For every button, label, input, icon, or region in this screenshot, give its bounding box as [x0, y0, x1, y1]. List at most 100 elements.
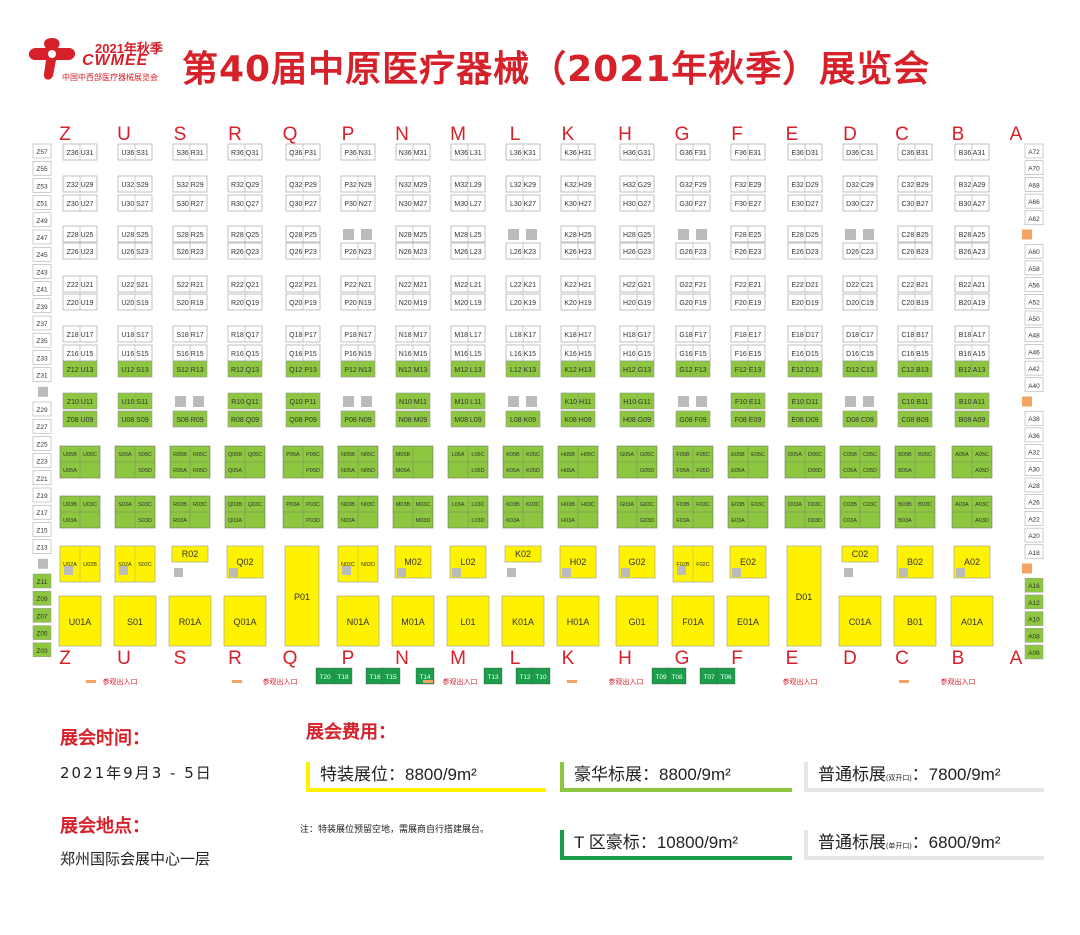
- pillar: [38, 386, 48, 397]
- booth-label: N08 M09: [399, 417, 428, 424]
- booth: [32, 608, 52, 623]
- booth: [32, 315, 52, 331]
- t-zone-label: T08: [671, 674, 683, 681]
- booth-label: Z10 U11: [67, 399, 93, 406]
- booth-label: M08 L09: [454, 417, 481, 424]
- price-standard-double-sub: (双开口): [886, 775, 912, 782]
- booth-label: P05C: [306, 452, 320, 458]
- pillar: [899, 568, 908, 577]
- booth-large: [336, 595, 380, 647]
- booth-label: S18 R17: [176, 332, 203, 339]
- column-letter-top: F: [731, 124, 743, 145]
- booth-label: H05C: [581, 452, 595, 458]
- booth-label: B32 A29: [959, 182, 986, 189]
- booth-label: L30 K27: [510, 201, 536, 208]
- booth-label: G12 F13: [679, 367, 706, 374]
- booth-label: F03C: [696, 502, 709, 508]
- booth-label: F36 E31: [735, 150, 762, 157]
- place-value: 郑州国际会展中心一层: [60, 850, 211, 868]
- booth-label: L02: [460, 557, 475, 567]
- booth-label: Z20 U19: [67, 300, 94, 307]
- booth-label: Z45: [36, 252, 48, 259]
- booth-label: G26 F23: [679, 249, 706, 256]
- booth-label: S02A: [118, 562, 132, 568]
- booth-label: F02B: [676, 562, 689, 568]
- booth-label: A08: [1028, 633, 1040, 640]
- booth: [449, 545, 487, 579]
- booth-label: A16: [1028, 583, 1040, 590]
- booth: [1024, 444, 1044, 459]
- booth-label: B03A: [898, 518, 912, 524]
- booth-label: M28 L25: [454, 232, 481, 239]
- booth-label: F32 E29: [735, 182, 762, 189]
- logo-year: 2021年秋季: [95, 41, 163, 56]
- booth: [32, 212, 52, 228]
- booth-label: G16 F15: [679, 351, 706, 358]
- booth: [32, 229, 52, 245]
- booth-label: B01: [907, 617, 923, 627]
- booth-label: F22 E21: [735, 282, 762, 289]
- booth-label: P16 N15: [344, 351, 371, 358]
- column-letter-bottom: K: [562, 648, 575, 669]
- booth-label: A06: [1028, 650, 1040, 657]
- booth-label: U12 S13: [121, 367, 148, 374]
- booth-label: G03A: [620, 502, 634, 508]
- booth-label: Z26 U23: [67, 249, 94, 256]
- booth: [1024, 210, 1044, 226]
- pillar: [678, 229, 689, 240]
- entrance-marker: [899, 680, 909, 683]
- booth-label: K01A: [512, 617, 534, 627]
- booth-large: [671, 595, 715, 647]
- booth-label: N22 M21: [399, 282, 428, 289]
- booth-label: H20 G19: [623, 300, 651, 307]
- column-letter-top: R: [228, 124, 242, 145]
- booth-label: Z08 U09: [67, 417, 94, 424]
- t-zone-booth: [531, 667, 551, 685]
- booth-label: E16 D15: [791, 351, 818, 358]
- booth-label: U22 S21: [121, 282, 148, 289]
- booth-label: C22 B21: [901, 282, 928, 289]
- booth-label: N03A: [341, 518, 355, 524]
- column-letter-bottom: B: [952, 648, 965, 669]
- pillar: [452, 568, 461, 577]
- booth-label: C08 B09: [901, 417, 928, 424]
- booth-label: P32 N29: [344, 182, 371, 189]
- booth-label: B08 A09: [959, 417, 986, 424]
- column-letter-bottom: P: [342, 648, 355, 669]
- booth-label: C32 B29: [901, 182, 928, 189]
- column-letter-top: A: [1010, 124, 1023, 145]
- price-standard-double-value: ：7800/9m²: [911, 765, 1001, 784]
- booth-label: F28 E25: [735, 232, 762, 239]
- booth-label: S05D: [138, 468, 152, 474]
- booth: [1024, 294, 1044, 309]
- column-letter-top: U: [117, 124, 131, 145]
- booth-label: Z39: [36, 304, 48, 311]
- booth-label: M03C: [416, 502, 431, 508]
- booth-label: Z41: [36, 287, 48, 294]
- booth-label: L26 K23: [510, 249, 536, 256]
- booth-label: Q05B: [228, 452, 242, 458]
- booth: [32, 332, 52, 348]
- booth-label: L22 K21: [510, 282, 536, 289]
- booth-label: F08 E09: [735, 417, 762, 424]
- column-letter-top: E: [786, 124, 799, 145]
- booth: [1024, 310, 1044, 326]
- booth-label: A28: [1028, 483, 1040, 490]
- booth-label: S12 R13: [176, 367, 203, 374]
- booth-label: Q32 P29: [289, 182, 317, 189]
- column-letter-top: D: [843, 124, 857, 145]
- booth-label: R10 Q11: [231, 399, 259, 406]
- column-letter-bottom: C: [895, 648, 909, 669]
- booth-label: Z47: [36, 235, 48, 242]
- pillar: [175, 396, 186, 407]
- booth-label: M30 L27: [454, 201, 481, 208]
- booth-label: A60: [1028, 249, 1040, 256]
- booth: [32, 264, 52, 279]
- booth: [32, 418, 52, 434]
- booth: [841, 545, 879, 563]
- booth-label: H10 G11: [623, 399, 651, 406]
- logo-subtitle: 中国中西部医疗器械展览会: [62, 73, 158, 82]
- booth-label: C20 B19: [901, 300, 928, 307]
- booth: [1024, 511, 1044, 526]
- booth-label: Z17: [36, 510, 48, 517]
